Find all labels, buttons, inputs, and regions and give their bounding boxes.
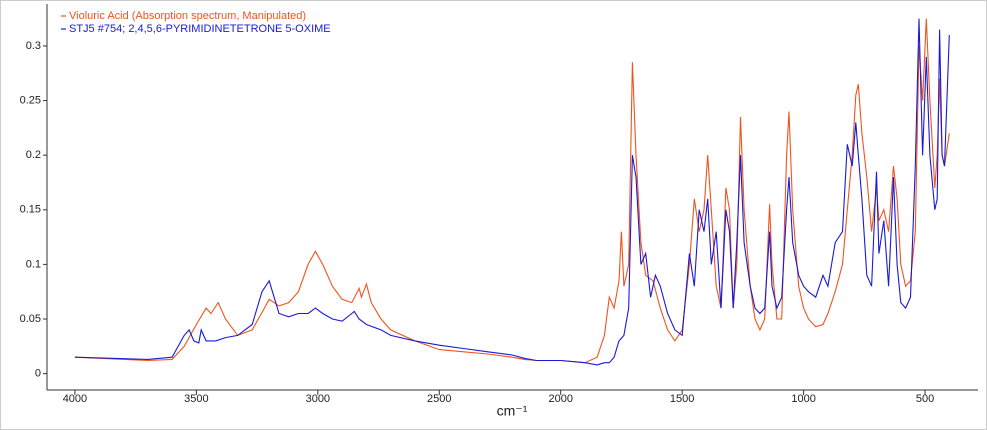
y-tick-label: 0.15 bbox=[20, 204, 41, 216]
x-tick-label: 1000 bbox=[791, 393, 815, 405]
y-tick-label: 0.05 bbox=[20, 313, 41, 325]
y-tick-label: 0.25 bbox=[20, 94, 41, 106]
x-axis-label: cm⁻¹ bbox=[497, 403, 528, 419]
legend-label: Violuric Acid (Absorption spectrum, Mani… bbox=[69, 10, 306, 22]
x-tick-label: 4000 bbox=[63, 393, 87, 405]
y-tick-label: 0 bbox=[35, 368, 41, 380]
x-tick-label: 2000 bbox=[548, 393, 572, 405]
x-tick-label: 3000 bbox=[306, 393, 330, 405]
x-tick-label: 500 bbox=[916, 393, 934, 405]
x-tick-label: 2500 bbox=[427, 393, 451, 405]
y-tick-label: 0.2 bbox=[26, 149, 41, 161]
spectrum-line bbox=[74, 18, 950, 366]
y-tick-label: 0.3 bbox=[26, 40, 41, 52]
x-tick-label: 1500 bbox=[670, 393, 694, 405]
x-tick-label: 3500 bbox=[184, 393, 208, 405]
y-tick-label: 0.1 bbox=[26, 258, 41, 270]
legend-label: STJ5 #754; 2,4,5,6-PYRIMIDINETETRONE 5-O… bbox=[69, 23, 331, 35]
